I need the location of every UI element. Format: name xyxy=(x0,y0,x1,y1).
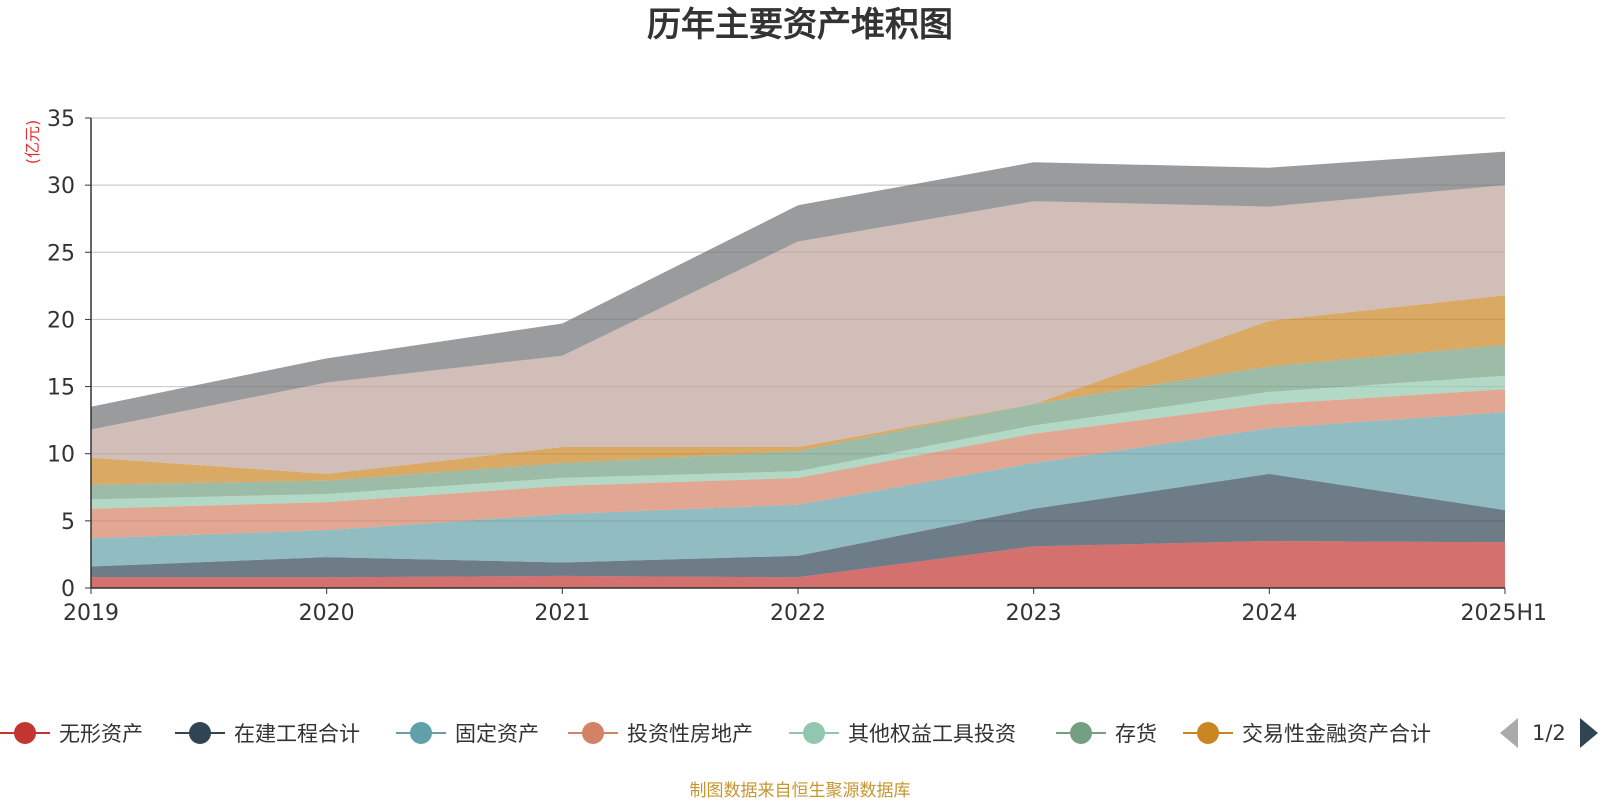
y-tick-label: 30 xyxy=(47,174,75,199)
x-tick-label: 2021 xyxy=(534,601,590,626)
legend-item[interactable]: 存货 xyxy=(1056,716,1157,750)
x-tick-label: 2023 xyxy=(1006,601,1062,626)
legend-marker-icon xyxy=(175,716,225,750)
x-tick-label: 2024 xyxy=(1241,601,1297,626)
y-tick-labels: 0 5 10 15 20 25 30 35 xyxy=(47,107,91,602)
legend-label: 无形资产 xyxy=(59,722,143,746)
legend-item[interactable]: 投资性房地产 xyxy=(568,716,753,750)
x-tick-label: 2025H1 xyxy=(1460,601,1547,626)
y-tick-label: 15 xyxy=(47,376,75,401)
legend-label: 其他权益工具投资 xyxy=(848,722,1016,746)
area-series-5[interactable] xyxy=(91,375,1505,509)
legend-label: 投资性房地产 xyxy=(627,722,753,746)
legend-marker-icon xyxy=(1056,716,1106,750)
y-tick-label: 10 xyxy=(47,443,75,468)
legend-prev-page-icon[interactable] xyxy=(1500,718,1518,748)
x-tick-label: 2020 xyxy=(299,601,355,626)
legend-label: 交易性金融资产合计 xyxy=(1242,722,1431,746)
y-tick-label: 35 xyxy=(47,107,75,132)
legend-marker-icon xyxy=(0,716,50,750)
area-series-9[interactable] xyxy=(91,151,1505,430)
legend-marker-icon xyxy=(1183,716,1233,750)
legend-label: 在建工程合计 xyxy=(234,722,360,746)
legend-item[interactable]: 固定资产 xyxy=(396,716,539,750)
area-series-7[interactable] xyxy=(91,295,1505,485)
y-tick-label: 5 xyxy=(61,510,75,535)
area-series-3[interactable] xyxy=(91,412,1505,567)
legend-item[interactable]: 其他权益工具投资 xyxy=(789,716,1016,750)
legend-item[interactable]: 在建工程合计 xyxy=(175,716,360,750)
area-series-4[interactable] xyxy=(91,389,1505,539)
legend: 无形资产 在建工程合计 固定资产 投资性房地产 其他权益工具投资 存货 交易性金融资产合计 … xyxy=(0,716,1600,756)
legend-item[interactable]: 交易性金融资产合计 xyxy=(1183,716,1431,750)
x-tick-label: 2022 xyxy=(770,601,826,626)
x-tick-label: 2019 xyxy=(63,601,119,626)
chart-title: 历年主要资产堆积图 xyxy=(647,5,953,45)
legend-next-page-icon[interactable] xyxy=(1579,718,1598,748)
x-tick-labels: 2019 2020 2021 2022 2023 2024 2025H1 xyxy=(63,588,1547,626)
legend-item[interactable]: 无形资产 xyxy=(0,716,143,750)
y-axis-unit-label: (亿元) xyxy=(23,120,42,165)
y-tick-label: 25 xyxy=(47,241,75,266)
area-series-2[interactable] xyxy=(91,473,1505,578)
legend-label: 固定资产 xyxy=(455,722,539,746)
legend-marker-icon xyxy=(568,716,618,750)
legend-marker-icon xyxy=(396,716,446,750)
legend-page-indicator: 1/2 xyxy=(1532,721,1566,745)
area-series-1[interactable] xyxy=(91,541,1505,588)
area-series-6[interactable] xyxy=(91,344,1505,500)
area-series-8[interactable] xyxy=(91,185,1505,474)
y-tick-label: 20 xyxy=(47,308,75,333)
legend-pager: 1/2 xyxy=(1500,716,1598,750)
y-tick-label: 0 xyxy=(61,577,75,602)
area-series xyxy=(91,151,1505,588)
legend-marker-icon xyxy=(789,716,839,750)
source-note: 制图数据来自恒生聚源数据库 xyxy=(689,781,911,801)
legend-label: 存货 xyxy=(1115,722,1157,746)
